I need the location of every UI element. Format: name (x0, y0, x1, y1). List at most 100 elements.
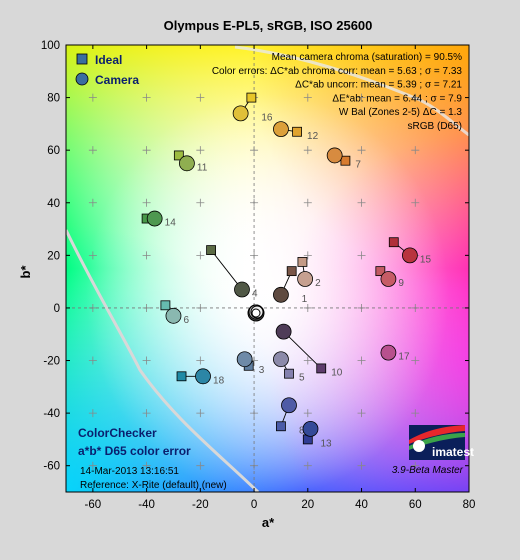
patch-label: 13 (320, 438, 332, 449)
annotation-box: ColorChecker a*b* D65 color error 14-Mar… (78, 426, 464, 491)
gamut-boundary-upper (234, 45, 469, 137)
legend-camera-marker (75, 72, 89, 86)
grid-cross (411, 356, 420, 365)
x-tick-label: -40 (138, 499, 155, 511)
grid-cross (196, 198, 205, 207)
patch-label: 4 (252, 289, 258, 300)
reference-text: Reference: X-Rite (default) (new) (80, 480, 227, 491)
patch-label: 8 (299, 425, 305, 436)
stats-line: Mean camera chroma (saturation) = 90.5% (272, 52, 462, 63)
grid-cross (88, 356, 97, 365)
patch-camera-marker (281, 397, 297, 414)
patch-label: 17 (398, 352, 410, 363)
patch-label: 12 (307, 131, 319, 142)
grid-cross (357, 409, 366, 418)
box-title-color-error: a*b* D65 color error (78, 444, 191, 458)
grid-cross (411, 198, 420, 207)
patch-ideal-marker (292, 126, 302, 137)
imatest-logo: imatest (409, 425, 474, 460)
stats-line: Color errors: ΔC*ab chroma corr: mean = … (212, 66, 463, 77)
chart-title: Olympus E-PL5, sRGB, ISO 25600 (164, 18, 373, 33)
y-tick-label: 0 (54, 303, 60, 315)
patch-camera-marker (380, 271, 397, 287)
patch-ideal-marker (286, 266, 297, 277)
patch-ideal-marker (375, 266, 386, 277)
patch-camera-marker (234, 281, 250, 298)
y-tick-label: -60 (43, 461, 60, 473)
patch-ideal-marker (340, 155, 351, 166)
grid-cross (88, 409, 97, 418)
x-tick-label: 40 (355, 499, 368, 511)
stats-line: sRGB (D65) (408, 121, 462, 132)
patch-label: 2 (315, 278, 321, 289)
y-tick-label: 100 (41, 40, 60, 52)
grid-cross (142, 146, 151, 155)
grid-cross (303, 93, 312, 102)
stats-line: ΔE*ab: mean = 6.44 ; σ = 7.9 (332, 93, 462, 104)
grid-cross (142, 198, 151, 207)
patch-ideal-marker (206, 245, 216, 255)
grid-cross (411, 93, 420, 102)
patch-camera-marker (273, 351, 289, 368)
grid-cross (303, 356, 312, 365)
grid-cross (411, 461, 420, 470)
center-axes (66, 45, 469, 492)
patch-camera-marker (273, 286, 289, 303)
patch-ideal-marker (297, 257, 308, 267)
x-tick-label: 60 (409, 499, 422, 511)
y-tick-label: 80 (47, 93, 60, 105)
y-axis-label: b* (18, 265, 33, 279)
grid-cross (88, 146, 97, 155)
patch-camera-marker (297, 271, 314, 287)
grid-cross (303, 461, 312, 470)
timestamp: 14-Mar-2013 13:16:51 (80, 466, 179, 477)
x-tick-label: -60 (85, 499, 102, 511)
legend: Ideal Camera (75, 53, 139, 87)
plot-frame (65, 44, 470, 493)
grid-cross (357, 93, 366, 102)
y-axis-ticks: -60 -40 -20 0 20 40 60 80 100 (41, 40, 469, 473)
stats-line: ΔC*ab uncorr: mean = 5.39 ; σ = 7.21 (295, 80, 462, 91)
patch-camera-marker (146, 210, 163, 227)
grid-cross (196, 409, 205, 418)
stats-block: Mean camera chroma (saturation) = 90.5% C… (212, 52, 463, 132)
patch-label: 7 (355, 160, 361, 171)
legend-camera-label: Camera (95, 73, 139, 87)
patch-camera-marker (232, 105, 249, 122)
x-tick-label: 0 (251, 499, 257, 511)
patch-label: 14 (165, 218, 177, 229)
y-tick-label: 40 (47, 198, 60, 210)
patch-ideal-marker (176, 371, 187, 382)
patch-label: 1 (302, 294, 308, 305)
patch-label: 3 (259, 365, 265, 376)
grid-cross (88, 251, 97, 260)
grid-cross (142, 356, 151, 365)
grid-cross (411, 146, 420, 155)
grid-cross (303, 409, 312, 418)
patch-camera-marker (195, 368, 211, 385)
grid-cross (196, 146, 205, 155)
patch-ideal-marker (246, 92, 257, 103)
patch-error-line (210, 249, 243, 290)
patch-label: 5 (299, 373, 305, 384)
patch-label: 6 (183, 315, 189, 326)
x-axis-label: a* (262, 515, 275, 530)
y-tick-label: -40 (43, 408, 60, 420)
patch-camera-marker (380, 344, 397, 361)
white-balance-cluster (247, 304, 265, 322)
x-axis-ticks: -60 -40 -20 0 20 40 60 80 (85, 45, 476, 511)
patch-ideal-marker (276, 421, 286, 432)
patch-label: 16 (261, 112, 273, 123)
grid-cross (411, 409, 420, 418)
version-text: 3.9-Beta Master (392, 465, 464, 476)
box-title-colorchecker: ColorChecker (78, 426, 157, 440)
patch-label: 18 (213, 375, 225, 386)
grid-cross (357, 356, 366, 365)
patch-ideal-marker (173, 150, 184, 161)
x-tick-label: 80 (463, 499, 476, 511)
grid-cross (357, 251, 366, 260)
legend-ideal-label: Ideal (95, 53, 122, 67)
patch-camera-marker (275, 323, 292, 340)
legend-ideal-marker (76, 53, 88, 65)
